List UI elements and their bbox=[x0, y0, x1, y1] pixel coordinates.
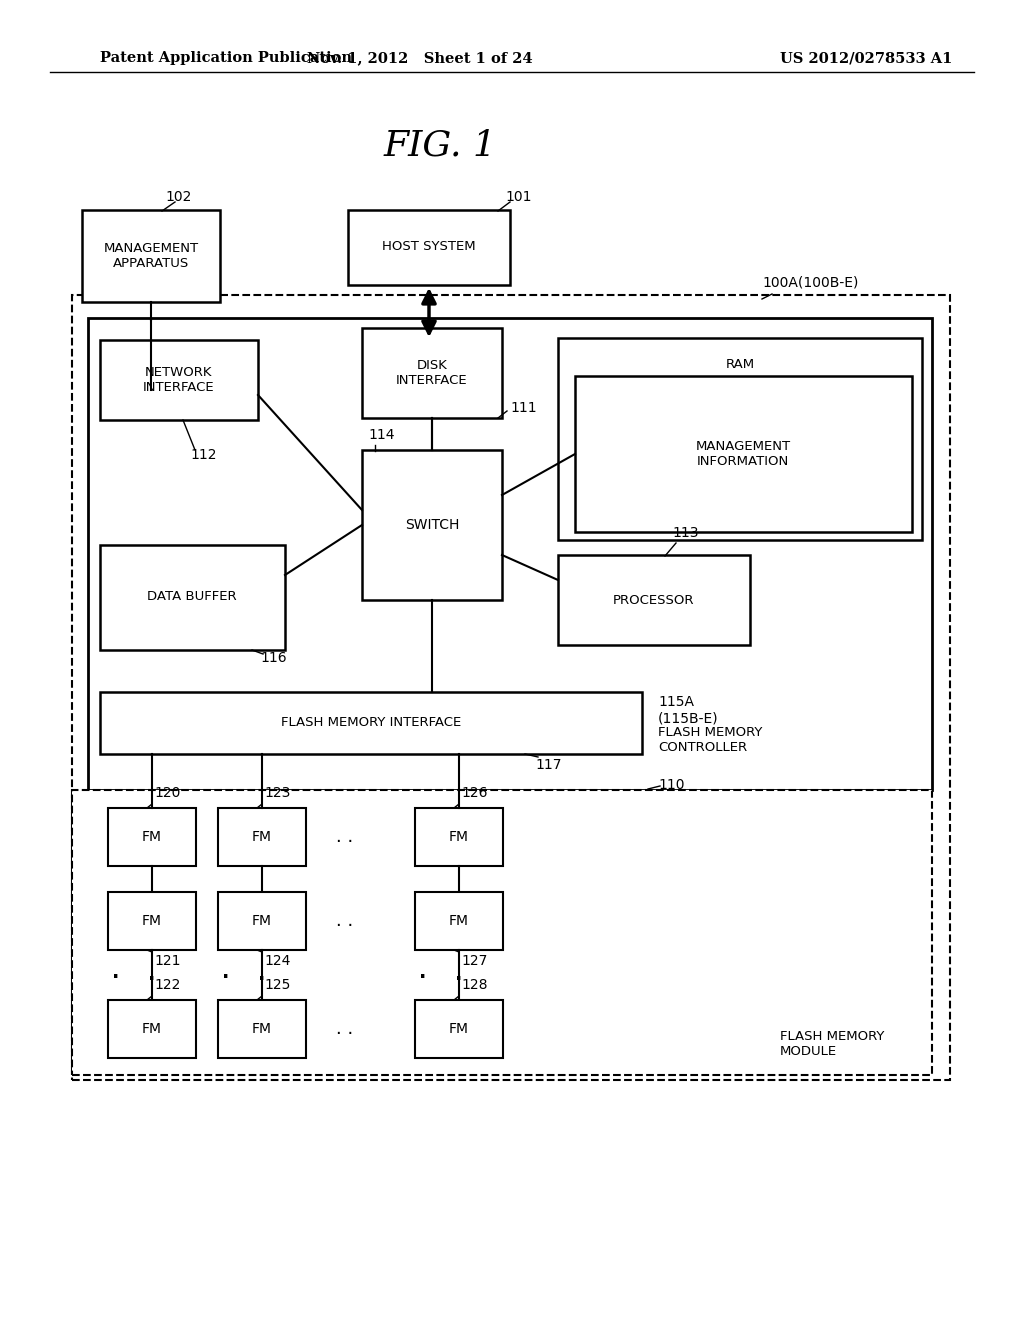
Bar bbox=[558, 554, 750, 645]
Text: US 2012/0278533 A1: US 2012/0278533 A1 bbox=[780, 51, 952, 65]
Text: 112: 112 bbox=[190, 447, 216, 462]
Text: .: . bbox=[112, 962, 120, 982]
Text: 122: 122 bbox=[154, 978, 180, 993]
Text: 113: 113 bbox=[672, 525, 698, 540]
Text: 116: 116 bbox=[260, 651, 287, 665]
Bar bbox=[100, 545, 285, 649]
Text: FLASH MEMORY
MODULE: FLASH MEMORY MODULE bbox=[780, 1030, 885, 1059]
Text: SWITCH: SWITCH bbox=[404, 517, 459, 532]
Text: .: . bbox=[222, 962, 229, 982]
Text: 100A(100B-E): 100A(100B-E) bbox=[762, 276, 858, 290]
Bar bbox=[415, 808, 503, 866]
Text: FM: FM bbox=[142, 830, 162, 843]
Text: .: . bbox=[456, 965, 463, 985]
Bar bbox=[108, 808, 196, 866]
Bar bbox=[415, 892, 503, 950]
Bar bbox=[362, 450, 502, 601]
Text: 121: 121 bbox=[154, 954, 180, 968]
Text: 110: 110 bbox=[658, 777, 684, 792]
Text: FM: FM bbox=[449, 913, 469, 928]
Text: 117: 117 bbox=[535, 758, 561, 772]
Text: FM: FM bbox=[449, 830, 469, 843]
Text: FM: FM bbox=[449, 1022, 469, 1036]
Text: FM: FM bbox=[252, 1022, 272, 1036]
Bar bbox=[108, 892, 196, 950]
Text: FLASH MEMORY
CONTROLLER: FLASH MEMORY CONTROLLER bbox=[658, 726, 763, 754]
Text: 111: 111 bbox=[510, 401, 537, 414]
Text: PROCESSOR: PROCESSOR bbox=[613, 594, 694, 606]
Text: DATA BUFFER: DATA BUFFER bbox=[147, 590, 237, 603]
Bar bbox=[72, 294, 950, 1080]
Text: FIG. 1: FIG. 1 bbox=[384, 128, 497, 162]
Text: . .: . . bbox=[336, 912, 353, 931]
Text: 125: 125 bbox=[264, 978, 291, 993]
Bar bbox=[218, 892, 306, 950]
Text: . .: . . bbox=[336, 1020, 353, 1038]
Bar bbox=[558, 338, 922, 540]
Text: 114: 114 bbox=[368, 428, 394, 442]
Bar bbox=[362, 327, 502, 418]
Text: 101: 101 bbox=[505, 190, 531, 205]
Text: FLASH MEMORY INTERFACE: FLASH MEMORY INTERFACE bbox=[281, 717, 461, 730]
Text: 128: 128 bbox=[461, 978, 487, 993]
Text: FM: FM bbox=[252, 913, 272, 928]
Text: NETWORK
INTERFACE: NETWORK INTERFACE bbox=[143, 366, 215, 393]
Text: .: . bbox=[258, 965, 265, 985]
Bar bbox=[348, 210, 510, 285]
Text: 124: 124 bbox=[264, 954, 291, 968]
Bar bbox=[415, 1001, 503, 1059]
Text: RAM: RAM bbox=[725, 358, 755, 371]
Text: FM: FM bbox=[252, 830, 272, 843]
Bar bbox=[82, 210, 220, 302]
Text: 126: 126 bbox=[461, 785, 487, 800]
Text: . .: . . bbox=[336, 828, 353, 846]
Bar bbox=[575, 376, 912, 532]
Bar bbox=[108, 1001, 196, 1059]
Text: FM: FM bbox=[142, 1022, 162, 1036]
Bar bbox=[72, 789, 932, 1074]
Text: 102: 102 bbox=[165, 190, 191, 205]
Text: Patent Application Publication: Patent Application Publication bbox=[100, 51, 352, 65]
Bar bbox=[100, 692, 642, 754]
Text: 127: 127 bbox=[461, 954, 487, 968]
Text: .: . bbox=[148, 965, 156, 985]
Text: 115A
(115B-E): 115A (115B-E) bbox=[658, 694, 719, 725]
Text: .: . bbox=[419, 962, 426, 982]
Bar bbox=[218, 1001, 306, 1059]
Text: MANAGEMENT
INFORMATION: MANAGEMENT INFORMATION bbox=[695, 440, 791, 469]
Bar bbox=[88, 318, 932, 789]
Text: Nov. 1, 2012   Sheet 1 of 24: Nov. 1, 2012 Sheet 1 of 24 bbox=[307, 51, 532, 65]
Text: MANAGEMENT
APPARATUS: MANAGEMENT APPARATUS bbox=[103, 242, 199, 271]
Bar bbox=[218, 808, 306, 866]
Text: 120: 120 bbox=[154, 785, 180, 800]
Text: HOST SYSTEM: HOST SYSTEM bbox=[382, 240, 476, 253]
Text: DISK
INTERFACE: DISK INTERFACE bbox=[396, 359, 468, 387]
Text: 123: 123 bbox=[264, 785, 291, 800]
Bar bbox=[100, 341, 258, 420]
Text: FM: FM bbox=[142, 913, 162, 928]
